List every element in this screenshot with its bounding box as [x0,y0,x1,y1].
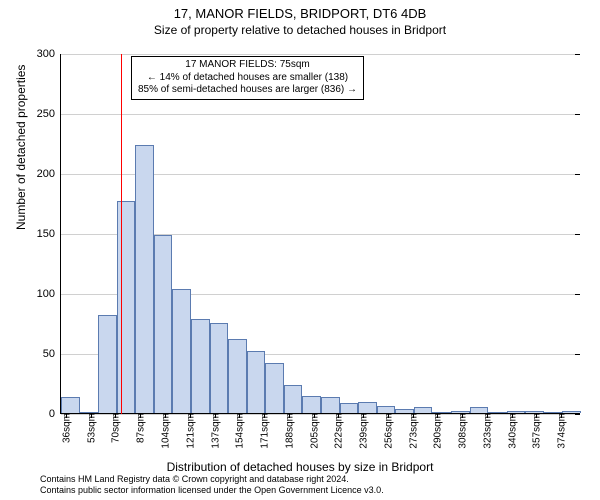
x-tick-label: 36sqm [59,413,72,443]
y-axis-label: Number of detached properties [14,65,28,230]
x-tick-label: 53sqm [84,413,97,443]
y-ticks: 050100150200250300 [61,54,580,413]
x-tick-label: 188sqm [282,413,295,449]
y-tick-mark [575,354,580,355]
x-axis-label: Distribution of detached houses by size … [0,460,600,474]
footer-line-1: Contains HM Land Registry data © Crown c… [40,474,384,485]
y-tick-label: 250 [37,108,61,120]
x-tick-label: 340sqm [505,413,518,449]
page-address-title: 17, MANOR FIELDS, BRIDPORT, DT6 4DB [0,6,600,21]
x-tick-label: 104sqm [159,413,172,449]
page-subtitle: Size of property relative to detached ho… [0,23,600,37]
x-tick-label: 70sqm [109,413,122,443]
y-tick-mark [575,234,580,235]
y-tick-label: 100 [37,288,61,300]
x-tick-label: 205sqm [307,413,320,449]
y-tick-label: 150 [37,228,61,240]
x-tick-label: 222sqm [332,413,345,449]
x-tick-label: 273sqm [406,413,419,449]
y-tick-label: 200 [37,168,61,180]
histogram-chart: 17 MANOR FIELDS: 75sqm ← 14% of detached… [60,54,580,414]
y-tick-label: 300 [37,48,61,60]
x-tick-label: 121sqm [183,413,196,449]
x-tick-label: 374sqm [555,413,568,449]
x-tick-label: 357sqm [530,413,543,449]
x-tick-label: 256sqm [381,413,394,449]
y-tick-mark [575,54,580,55]
x-tick-label: 239sqm [357,413,370,449]
y-tick-mark [575,294,580,295]
x-tick-label: 290sqm [431,413,444,449]
y-tick-mark [575,414,580,415]
footer-attribution: Contains HM Land Registry data © Crown c… [40,474,384,496]
x-tick-label: 308sqm [456,413,469,449]
y-tick-label: 50 [43,348,61,360]
footer-line-2: Contains public sector information licen… [40,485,384,496]
y-tick-mark [575,174,580,175]
x-tick-label: 87sqm [134,413,147,443]
x-tick-label: 137sqm [208,413,221,449]
y-tick-mark [575,114,580,115]
plot-area: 17 MANOR FIELDS: 75sqm ← 14% of detached… [60,54,580,414]
x-tick-label: 154sqm [233,413,246,449]
x-tick-label: 171sqm [258,413,271,449]
x-tick-label: 323sqm [480,413,493,449]
